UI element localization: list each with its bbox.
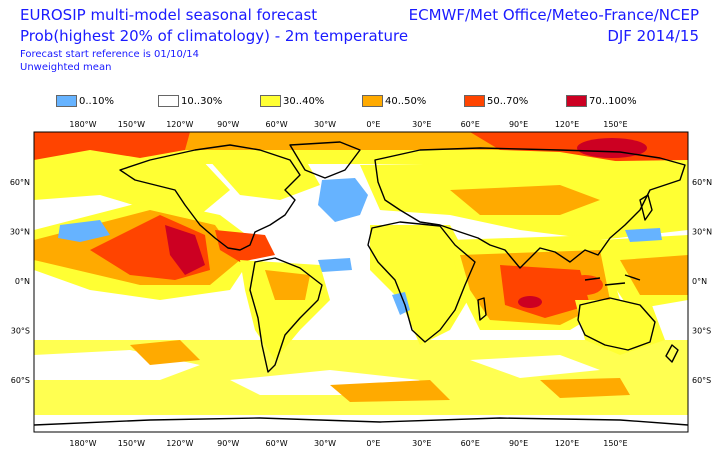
asia-orange (450, 185, 600, 215)
mean-type: Unweighted mean (20, 62, 112, 73)
caribbean-red (215, 230, 275, 262)
lon-tick-label-top: 120°E (555, 120, 579, 129)
legend-label: 40..50% (385, 95, 427, 107)
arctic-red-patch-west (34, 132, 190, 160)
lon-tick-label-bottom: 30°E (412, 439, 431, 448)
pacific-darkred (165, 225, 205, 275)
canada-yellow (200, 150, 320, 200)
map-ticks: 180°W 180°W 150°W 150°W 120°W 120°W 90°W 90°W 60… (10, 120, 712, 448)
lon-tick-label-bottom: 120°W (166, 439, 193, 448)
antarctic-white-band (34, 415, 688, 432)
lon-tick-label-top: 120°W (166, 120, 193, 129)
legend-swatch (56, 95, 77, 107)
atlantic-blue (318, 258, 352, 272)
lon-tick-label-bottom: 30°W (314, 439, 336, 448)
maritime-red (567, 275, 603, 295)
africa-yellow (370, 225, 480, 345)
lon-tick-label-bottom: 60°E (461, 439, 480, 448)
legend-label: 0..10% (79, 95, 114, 107)
lon-tick-label-bottom: 90°W (217, 439, 239, 448)
legend-item: 70..100% (566, 94, 637, 108)
indian-ocean-darkred (518, 296, 542, 308)
antarctica-coast (33, 417, 689, 426)
madagascar-coast (477, 297, 487, 321)
lon-tick-label-top: 150°E (603, 120, 627, 129)
legend-item: 30..40% (260, 94, 324, 108)
japan-coast (639, 194, 653, 221)
lon-tick-label-bottom: 180°W (69, 439, 96, 448)
lon-tick-label-top: 0°E (366, 120, 380, 129)
lat-tick-label-left: 0°N (15, 277, 30, 286)
greenland-coast (289, 141, 361, 179)
legend-label: 30..40% (283, 95, 325, 107)
legend-swatch (260, 95, 281, 107)
legend-label: 70..100% (589, 95, 637, 107)
lon-tick-label-bottom: 150°E (603, 439, 627, 448)
lon-tick-label-top: 90°E (509, 120, 528, 129)
legend-label: 10..30% (181, 95, 223, 107)
lon-tick-label-top: 150°W (118, 120, 145, 129)
north-pacific-yellow (34, 158, 230, 215)
legend-swatch (464, 95, 485, 107)
lon-tick-label-bottom: 120°E (555, 439, 579, 448)
lon-tick-label-bottom: 150°W (118, 439, 145, 448)
lon-tick-label-bottom: 60°W (266, 439, 288, 448)
lat-tick-label-left: 60°N (10, 178, 30, 187)
lon-tick-label-top: 90°W (217, 120, 239, 129)
africa-coast (367, 221, 476, 343)
legend-swatch (158, 95, 179, 107)
legend-label: 50..70% (487, 95, 529, 107)
coastlines (33, 141, 689, 426)
map-frame (33, 131, 689, 433)
new-zealand-coast (665, 344, 679, 363)
lon-tick-label-top: 30°E (412, 120, 431, 129)
lat-tick-label-right: 30°S (692, 327, 711, 336)
legend-item: 40..50% (362, 94, 426, 108)
lat-tick-label-right: 60°N (692, 178, 712, 187)
australia-coast (577, 297, 656, 351)
lon-tick-label-top: 180°W (69, 120, 96, 129)
maritime-islands (584, 274, 641, 286)
southern-ocean-orange (130, 340, 630, 402)
legend-item: 50..70% (464, 94, 528, 108)
north-america-coast (119, 144, 301, 251)
pacific-blue (58, 220, 110, 242)
lat-tick-label-left: 30°N (10, 228, 30, 237)
forecast-season: DJF 2014/15 (607, 27, 699, 45)
east-pacific-blue (625, 228, 662, 242)
lon-tick-label-top: 30°W (314, 120, 336, 129)
lon-tick-label-top: 60°E (461, 120, 480, 129)
amazon-orange (265, 270, 310, 300)
forecast-title: EUROSIP multi-model seasonal forecast (20, 6, 318, 24)
greenland-sea-blue (318, 178, 368, 222)
lat-tick-label-right: 30°N (692, 228, 712, 237)
legend-item: 0..10% (56, 94, 114, 108)
legend-item: 10..30% (158, 94, 222, 108)
legend-swatch (566, 95, 587, 107)
lat-tick-label-right: 60°S (692, 376, 711, 385)
legend-swatch (362, 95, 383, 107)
eurasia-coast (374, 147, 686, 269)
forecast-centres: ECMWF/Met Office/Meteo-France/NCEP (408, 6, 699, 24)
forecast-reference: Forecast start reference is 01/10/14 (20, 49, 199, 60)
west-pacific-orange (620, 255, 688, 295)
lat-tick-label-right: 0°N (692, 277, 707, 286)
lat-tick-label-left: 60°S (11, 376, 30, 385)
map-field (34, 132, 688, 432)
lon-tick-label-bottom: 90°E (509, 439, 528, 448)
lon-tick-label-bottom: 0°E (366, 439, 380, 448)
south-america-coast (249, 257, 323, 373)
lat-tick-label-left: 30°S (11, 327, 30, 336)
lon-tick-label-top: 60°W (266, 120, 288, 129)
forecast-subtitle: Prob(highest 20% of climatology) - 2m te… (20, 27, 409, 45)
